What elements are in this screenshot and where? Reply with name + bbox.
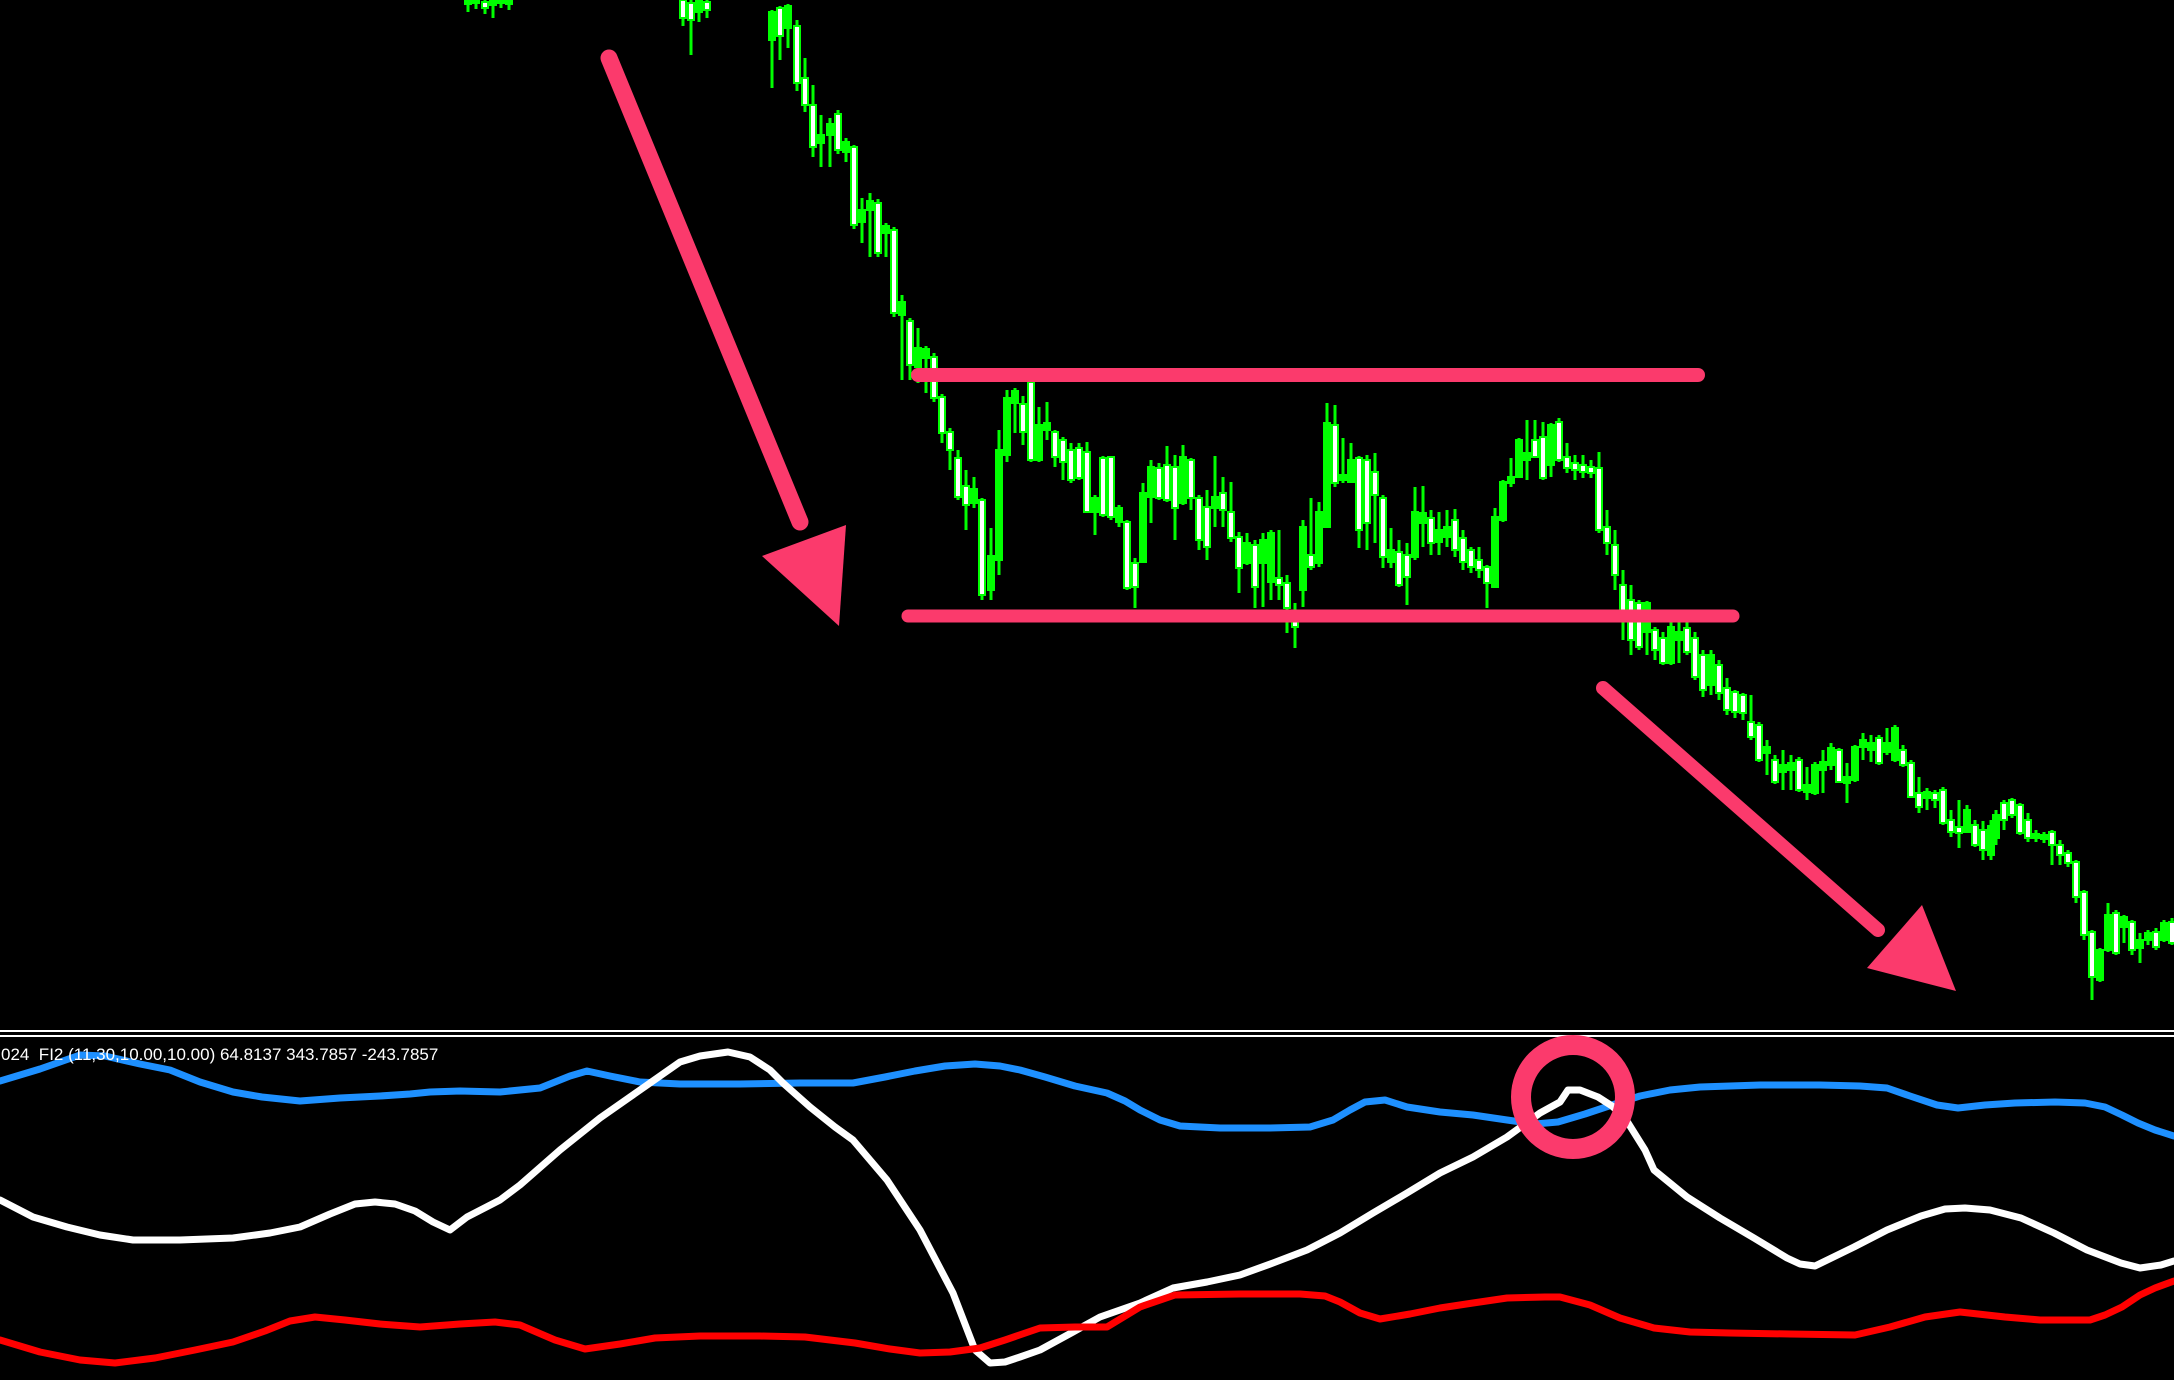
panel-separator-bottom-line[interactable] — [0, 1035, 2174, 1037]
indicator-values-label: 024 FI2 (11,30,10.00,10.00) 64.8137 343.… — [1, 1045, 439, 1064]
signal-cross-circle[interactable] — [1511, 1035, 1635, 1159]
oscillator-blue-line — [0, 1051, 2174, 1140]
downtrend-arrow-2[interactable] — [1596, 681, 1956, 991]
panel-separator-top-line[interactable] — [0, 1030, 2174, 1032]
oscillator-red-line — [0, 1277, 2174, 1367]
downtrend-arrow-1[interactable] — [600, 49, 846, 626]
price-candles — [464, 0, 2174, 1000]
